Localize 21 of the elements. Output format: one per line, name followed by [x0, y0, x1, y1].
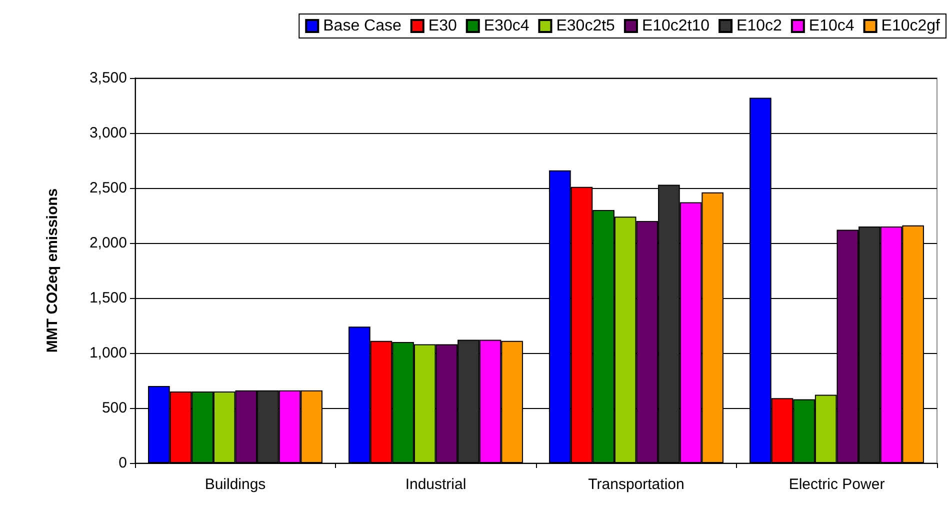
y-tick-label: 2,500	[89, 180, 127, 196]
y-tick-label: 3,000	[89, 124, 127, 142]
legend-label: E30	[428, 18, 457, 34]
legend-label: Base Case	[323, 18, 402, 34]
y-tick-label: 0	[118, 454, 127, 472]
x-tick-label: Buildings	[204, 476, 266, 493]
y-tick-label: 1,500	[89, 290, 127, 306]
legend-label: E10c2gf	[881, 18, 941, 34]
legend-label: E30c4	[484, 18, 530, 34]
legend-label: E10c2t10	[642, 18, 710, 34]
y-tick-label: 1,000	[89, 344, 127, 362]
x-tick-label: Electric Power	[788, 476, 885, 493]
y-tick-label: 2,000	[89, 234, 127, 252]
y-axis-title: MMT CO2eq emissions	[44, 188, 61, 353]
legend-label: E10c2	[736, 18, 782, 34]
y-tick-label: 500	[102, 400, 127, 416]
x-tick-label: Industrial	[405, 476, 466, 493]
legend-label: E30c2t5	[556, 18, 616, 34]
y-tick-label: 3,500	[89, 70, 127, 86]
legend-label: E10c4	[808, 18, 854, 34]
x-tick-label: Transportation	[588, 476, 684, 493]
